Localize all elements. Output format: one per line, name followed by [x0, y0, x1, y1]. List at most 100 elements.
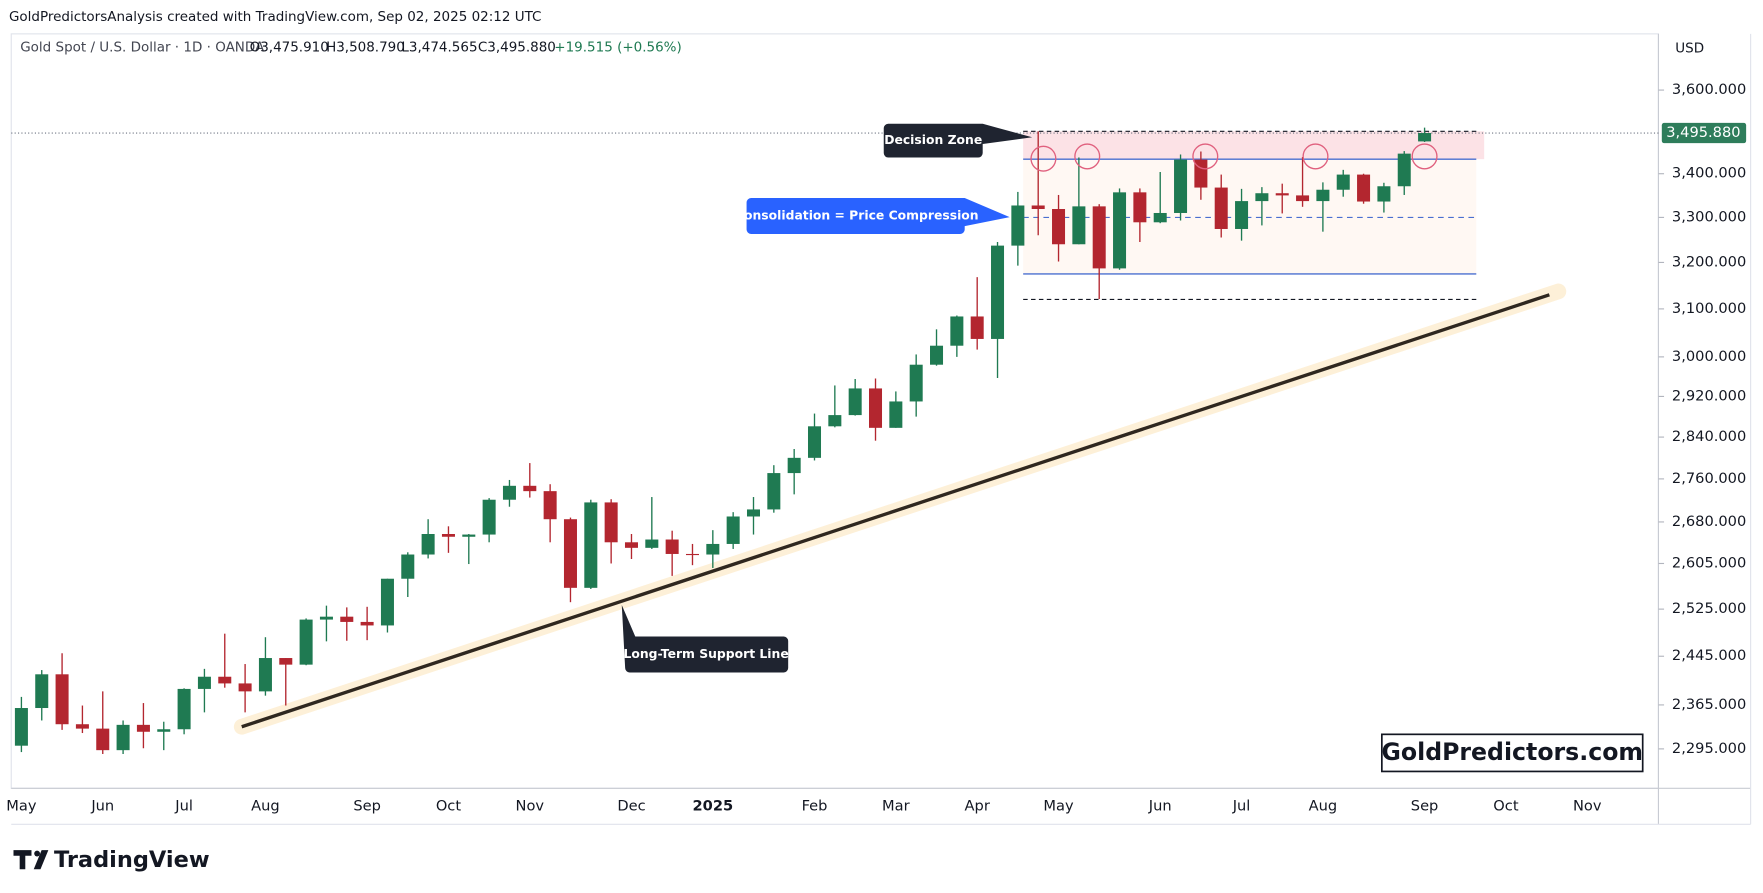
y-tick-label: 2,840.000: [1672, 428, 1746, 445]
candle-body: [96, 728, 110, 751]
candle-body: [665, 539, 679, 554]
candle-body: [1296, 195, 1310, 202]
candle-body: [482, 499, 496, 535]
candle-body: [685, 553, 699, 556]
x-tick-label: Oct: [1493, 797, 1519, 814]
candle-body: [828, 415, 842, 427]
ohlc-label: C3,495.880: [478, 39, 556, 55]
candle-body: [1336, 174, 1350, 190]
candle-body: [706, 543, 720, 555]
candle-body: [1153, 212, 1167, 223]
candle-body: [380, 578, 394, 626]
candle-body: [767, 473, 781, 510]
candle-body: [869, 388, 883, 428]
x-tick-label: Mar: [882, 797, 910, 814]
brand-name: TradingView: [54, 847, 210, 873]
candle-body: [543, 491, 557, 520]
plot: 2,295.000 2,365.000 2,445.000 2,525.000 2,60…: [6, 39, 1746, 814]
candle-body: [75, 724, 89, 729]
x-tick-label: 2025: [692, 797, 733, 814]
tradingview-logo: TradingView: [13, 847, 210, 873]
highlight-circle: [1074, 143, 1101, 170]
highlight-circle: [1192, 143, 1219, 170]
y-tick-label: 2,365.000: [1672, 696, 1746, 713]
watermark: GoldPredictors.com: [1382, 738, 1644, 766]
candle-body: [441, 534, 455, 537]
candle-body: [1052, 209, 1066, 245]
candle-body: [1133, 192, 1147, 223]
candle-body: [848, 388, 862, 416]
y-tick-label: 3,400.000: [1672, 165, 1746, 182]
candle-body: [1377, 186, 1391, 202]
candle-body: [279, 658, 293, 665]
y-tick-label: 3,600.000: [1672, 81, 1746, 98]
candle-body: [909, 364, 923, 402]
x-tick-label: Oct: [436, 797, 462, 814]
highlight-circle: [1411, 143, 1438, 170]
support-label: Long-Term Support Line: [623, 647, 788, 661]
y-tick-label: 2,295.000: [1672, 740, 1746, 757]
y-tick-label: 3,000.000: [1672, 348, 1746, 365]
y-tick-label: 2,920.000: [1672, 387, 1746, 404]
candle-body: [1418, 133, 1432, 142]
candle-body: [218, 676, 232, 684]
x-tick-label: Jun: [1148, 797, 1172, 814]
logo-dot: [34, 850, 41, 857]
candle-body: [14, 708, 28, 746]
highlight-circle: [1302, 143, 1329, 170]
y-tick-label: 2,680.000: [1672, 513, 1746, 530]
candle-body: [1011, 205, 1025, 246]
x-tick-label: Jul: [1232, 797, 1251, 814]
candle-body: [1174, 159, 1188, 213]
logo-t: [13, 850, 32, 870]
candle-body: [1072, 206, 1086, 245]
highlight-circle: [1030, 145, 1057, 172]
candle-body: [1031, 205, 1045, 210]
x-tick-label: Jun: [90, 797, 114, 814]
candle-body: [157, 729, 171, 732]
candle-body: [238, 683, 252, 692]
candle-body: [1255, 193, 1269, 202]
candle-body: [197, 676, 211, 689]
candle-body: [889, 401, 903, 428]
candle-body: [746, 509, 761, 517]
candle-body: [584, 502, 598, 588]
candle-body: [136, 724, 150, 732]
y-tick-label: 3,100.000: [1672, 300, 1746, 317]
candle-body: [787, 457, 801, 474]
candle-body: [1357, 174, 1371, 202]
candle-body: [523, 485, 537, 492]
ohlc-label: +19.515 (+0.56%): [554, 39, 681, 55]
candle-body: [624, 542, 638, 548]
consolidation-callout: [746, 198, 1010, 234]
last-price-label: 3,495.880: [1666, 124, 1740, 141]
consolidation-label: Consolidation = Price Compression: [735, 209, 979, 223]
y-tick-label: 2,525.000: [1672, 600, 1746, 617]
y-tick-label: 2,605.000: [1672, 554, 1746, 571]
x-tick-label: Nov: [1573, 797, 1602, 814]
ohlc-label: O3,475.910: [250, 39, 329, 55]
y-tick-label: 3,200.000: [1672, 253, 1746, 270]
support-callout: [621, 605, 789, 673]
candle-body: [930, 345, 944, 365]
candle-body: [299, 619, 313, 665]
candle-body: [726, 516, 740, 544]
decision-callout: [883, 123, 1033, 158]
currency-label: USD: [1675, 40, 1704, 56]
candle-body: [1275, 193, 1289, 196]
logo-v: [33, 850, 49, 870]
y-tick-label: 2,445.000: [1672, 647, 1746, 664]
x-tick-label: Sep: [353, 797, 381, 814]
symbol-label: Gold Spot / U.S. Dollar · 1D · OANDA: [20, 39, 265, 55]
last-price-box: [1661, 122, 1747, 144]
support-line: [241, 293, 1550, 729]
candle-body: [462, 534, 476, 537]
x-tick-label: May: [1043, 797, 1074, 814]
candle-body: [604, 502, 618, 543]
candle-body: [421, 534, 435, 555]
x-tick-label: Feb: [802, 797, 828, 814]
y-tick-label: 3,300.000: [1672, 208, 1746, 225]
x-tick-label: Sep: [1411, 797, 1439, 814]
candle-body: [1113, 192, 1127, 269]
